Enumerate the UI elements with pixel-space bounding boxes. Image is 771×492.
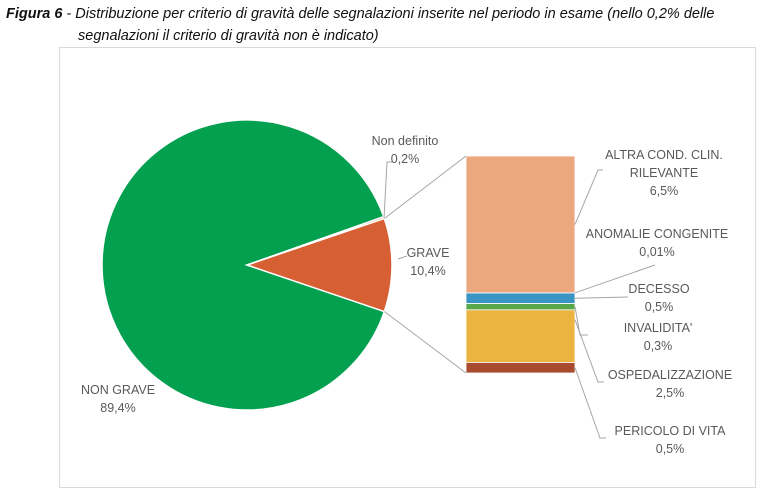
- data-label-decesso-line-1: DECESSO: [628, 282, 689, 296]
- data-label-non-grave-line-2: 89,4%: [100, 401, 135, 415]
- caption-line-1: Distribuzione per criterio di gravità de…: [75, 6, 715, 22]
- bar-segment-ospedalizzazione: [465, 309, 576, 363]
- data-label-altra-cond-clin-rilevante-line-2: RILEVANTE: [630, 166, 699, 180]
- leader-line-pericolo-di-vita: [574, 367, 606, 439]
- data-label-non-definito-line-2: 0,2%: [391, 152, 420, 166]
- data-label-ospedalizzazione-line-2: 2,5%: [656, 386, 685, 400]
- data-label-anomalie-congenite-line-2: 0,01%: [639, 245, 674, 259]
- connector-line-top: [384, 155, 467, 219]
- leader-line-grave: [397, 255, 408, 260]
- bar-segment-pericolo-di-vita: [465, 362, 576, 374]
- leader-line-invalidita: [574, 306, 588, 336]
- data-label-pericolo-di-vita-line-2: 0,5%: [656, 442, 685, 456]
- data-label-decesso-line-2: 0,5%: [645, 300, 674, 314]
- connector-line-bottom: [384, 311, 467, 374]
- caption-line-2: segnalazioni il criterio di gravità non …: [78, 28, 379, 44]
- data-label-altra-cond-clin-rilevante-line-3: 6,5%: [650, 184, 679, 198]
- caption-separator: -: [62, 6, 76, 22]
- data-label-invalidita-line-2: 0,3%: [644, 339, 673, 353]
- figure-label: Figura 6: [6, 6, 63, 22]
- data-label-anomalie-congenite-line-1: ANOMALIE CONGENITE: [586, 227, 728, 241]
- leader-line-ospedalizzazione: [574, 319, 604, 383]
- data-label-invalidita-line-1: INVALIDITA': [624, 321, 693, 335]
- data-label-ospedalizzazione-line-1: OSPEDALIZZAZIONE: [608, 368, 732, 382]
- leader-line-altra-cond-clin-rilevante: [574, 169, 603, 225]
- data-label-grave-line-1: GRAVE: [407, 246, 450, 260]
- figure-caption: Figura 6 - Distribuzione per criterio di…: [6, 3, 766, 47]
- data-label-non-definito-line-1: Non definito: [372, 134, 439, 148]
- bar-segment-altra-cond-clin-rilevante: [465, 155, 576, 294]
- bar-segment-decesso: [465, 292, 576, 304]
- leader-line-anomalie-congenite: [574, 264, 656, 294]
- bar-segment-invalidita: [465, 303, 576, 311]
- pie-slice-non-grave: [101, 119, 386, 411]
- pie-slice-grave: [244, 217, 393, 313]
- data-label-altra-cond-clin-rilevante-line-1: ALTRA COND. CLIN.: [605, 148, 723, 162]
- data-label-pericolo-di-vita-line-1: PERICOLO DI VITA: [615, 424, 727, 438]
- data-label-non-grave-line-1: NON GRAVE: [81, 383, 155, 397]
- leader-line-decesso: [574, 296, 629, 299]
- chart-frame: [59, 47, 756, 488]
- data-label-grave-line-2: 10,4%: [410, 264, 445, 278]
- leader-line-non-definito: [383, 161, 392, 218]
